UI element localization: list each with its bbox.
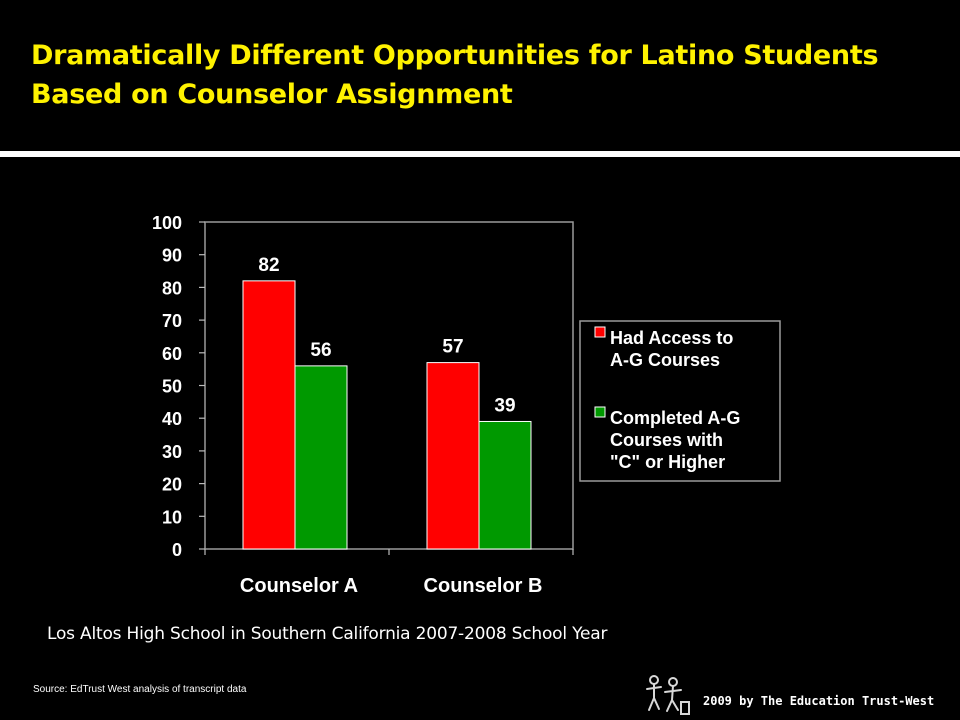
slide-title-line-1: Dramatically Different Opportunities for… xyxy=(31,40,879,71)
legend-label: Completed A-G xyxy=(610,408,740,428)
bar-completed xyxy=(478,420,532,550)
y-tick-label: 0 xyxy=(172,540,182,560)
legend-box xyxy=(579,320,781,482)
y-tick-label: 80 xyxy=(162,278,182,298)
data-label: 57 xyxy=(442,337,463,358)
copyright-notice: 2009 by The Education Trust-West xyxy=(703,694,935,708)
y-tick-label: 100 xyxy=(152,213,182,233)
x-category-label: Counselor A xyxy=(240,575,358,597)
data-label: 39 xyxy=(494,395,515,416)
legend-label: Courses with xyxy=(610,430,723,450)
y-tick-label: 20 xyxy=(162,475,182,495)
title-divider xyxy=(0,151,960,157)
legend-label: "C" or Higher xyxy=(610,452,725,472)
y-tick-label: 10 xyxy=(162,507,182,527)
bar-access xyxy=(242,280,296,550)
legend-swatch xyxy=(594,406,606,418)
legend-label: Had Access to xyxy=(610,328,733,348)
y-tick-label: 90 xyxy=(162,246,182,266)
y-tick-label: 30 xyxy=(162,442,182,462)
bar-access xyxy=(426,362,480,550)
slide-title: Dramatically Different Opportunities for… xyxy=(31,36,931,114)
y-tick-label: 70 xyxy=(162,311,182,331)
education-trust-west-logo-icon xyxy=(646,675,690,715)
data-label: 56 xyxy=(310,340,331,361)
x-category-label: Counselor B xyxy=(424,575,543,597)
chart-caption: Los Altos High School in Southern Califo… xyxy=(47,624,608,644)
slide-title-line-2: Based on Counselor Assignment xyxy=(31,79,513,110)
y-tick-label: 50 xyxy=(162,377,182,397)
bar-completed xyxy=(294,365,348,550)
legend-label: A-G Courses xyxy=(610,350,720,370)
legend-swatch xyxy=(594,326,606,338)
y-tick-label: 40 xyxy=(162,409,182,429)
y-tick-label: 60 xyxy=(162,344,182,364)
source-note: Source: EdTrust West analysis of transcr… xyxy=(33,684,247,695)
data-label: 82 xyxy=(258,255,279,276)
